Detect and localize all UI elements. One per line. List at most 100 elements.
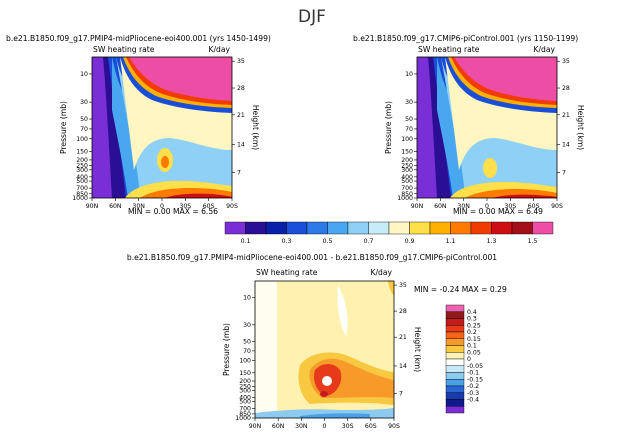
x-tick-label: 60S (365, 423, 377, 430)
colorbar-label: 0.15 (467, 336, 481, 343)
colorbar-swatch (445, 331, 465, 339)
panel-1-axes: 90N 60N 30N 0 30S 60S 90S103050701001502002503… (59, 58, 260, 210)
panel-3-dark-red-core (320, 391, 328, 397)
panel-2-axes: 90N 60N 30N 0 30S 60S 90S103050701001502002503… (384, 58, 585, 210)
x-tick-label: 60N (272, 423, 285, 430)
y-tick-label: 50 (243, 338, 251, 345)
y-axis-title: Pressure (mb) (59, 101, 68, 154)
colorbar-swatch (445, 392, 465, 400)
colorbar-swatch (409, 221, 431, 235)
panel-1-stats: MIN = 0.00 MAX = 6.56 (128, 207, 218, 216)
colorbar-label: -0.05 (467, 363, 483, 370)
panel-1-contour-field (92, 57, 232, 198)
colorbar-swatch (445, 385, 465, 393)
y-tick-label: 10 (243, 294, 251, 301)
y-tick-label: 100 (401, 136, 413, 143)
x-tick-label: 30S (179, 203, 191, 210)
panel-2-tropical-maximum (483, 158, 497, 178)
x-tick-label: 30S (342, 423, 354, 430)
colorbar-swatch (445, 304, 465, 312)
panel-1-surface-red (165, 193, 232, 198)
colorbar-label: 0.3 (282, 238, 292, 245)
x-tick-label: 0 (160, 203, 164, 210)
panel-3-title: b.e21.B1850.f09_g17.PMIP4-midPliocene-eo… (127, 253, 497, 262)
y-tick-label: 100 (76, 136, 88, 143)
panel-3-stats: MIN = -0.24 MAX = 0.29 (414, 285, 507, 294)
panel-2-band-pink (454, 57, 557, 101)
x-tick-label: 90S (551, 203, 563, 210)
colorbar-swatch (532, 221, 554, 235)
x-tick-label: 90N (86, 203, 99, 210)
panel-2-left-label: SW heating rate (418, 45, 480, 54)
colorbar-swatch (388, 221, 410, 235)
panel-3: b.e21.B1850.f09_g17.PMIP4-midPliocene-eo… (127, 253, 507, 430)
y2-tick-label: 21 (237, 112, 245, 119)
y-tick-label: 400 (401, 174, 413, 181)
y-tick-label: 10 (80, 71, 88, 78)
x-tick-label: 30S (504, 203, 516, 210)
x-tick-label: 90S (226, 203, 238, 210)
colorbar-label: -0.1 (467, 370, 479, 377)
figure-title: DJF (298, 7, 326, 27)
colorbar-label: 0 (467, 356, 471, 363)
panel-1-right-label: K/day (208, 45, 230, 54)
panel-2-surface-red (492, 194, 557, 198)
panel-1-left-label: SW heating rate (93, 45, 155, 54)
y-tick-label: 300 (401, 167, 413, 174)
y-tick-label: 10 (405, 71, 413, 78)
colorbar-label: 0.25 (467, 322, 481, 329)
colorbar-swatch (327, 221, 349, 235)
colorbar-swatch (445, 379, 465, 387)
colorbar-label: 0.9 (405, 238, 415, 245)
colorbar-swatch (224, 221, 246, 235)
y-tick-label: 1000 (397, 195, 413, 202)
y-tick-label: 100 (239, 357, 251, 364)
y-tick-label: 400 (239, 394, 251, 401)
y2-axis-title: Height (km) (251, 105, 260, 150)
panel-1-band-pink (129, 57, 232, 101)
colorbar-swatch (470, 221, 492, 235)
panel-2-stats: MIN = 0.00 MAX = 6.49 (453, 207, 543, 216)
y-tick-label: 70 (243, 348, 251, 355)
colorbar-label: 0.1 (241, 238, 251, 245)
x-tick-label: 60S (203, 203, 215, 210)
colorbar-label: 1.1 (446, 238, 456, 245)
colorbar-swatch (511, 221, 533, 235)
x-tick-label: 90S (388, 423, 400, 430)
x-tick-label: 0 (323, 423, 327, 430)
y2-tick-label: 35 (399, 282, 407, 289)
panel-2-right-label: K/day (533, 45, 555, 54)
panel-3-white-hole (322, 376, 332, 386)
panel-3-top-right-patch (388, 281, 394, 296)
colorbar-swatch (286, 221, 308, 235)
colorbar-label: 0.2 (467, 329, 477, 336)
y2-axis-title: Height (km) (413, 327, 422, 372)
y2-tick-label: 28 (399, 308, 407, 315)
colorbar-label: -0.4 (467, 397, 479, 404)
y2-tick-label: 7 (399, 390, 403, 397)
y-tick-label: 250 (239, 383, 251, 390)
colorbar-swatch (429, 221, 451, 235)
y-tick-label: 50 (405, 116, 413, 123)
y-tick-label: 850 (76, 191, 88, 198)
colorbar-swatch (306, 221, 328, 235)
colorbar-swatch (445, 372, 465, 380)
panel-3-axes: 90N 60N 30N 0 30S 60S 90S103050701001502002503… (222, 282, 422, 430)
colorbar-swatch (445, 365, 465, 373)
colorbar-swatch (445, 318, 465, 326)
y-tick-label: 200 (76, 157, 88, 164)
x-tick-label: 30N (132, 203, 145, 210)
colorbar-label: 0.4 (467, 309, 477, 316)
colorbar-label: -0.3 (467, 390, 479, 397)
y-tick-label: 30 (405, 99, 413, 106)
colorbar-swatch (245, 221, 267, 235)
colorbar-absolute: 0.1 0.3 0.5 0.7 0.9 1.1 1.3 1.5 (224, 221, 554, 245)
colorbar-difference: 0.40.30.250.20.150.10.050-0.05-0.1-0.15-… (445, 304, 483, 414)
colorbar-swatch (445, 358, 465, 366)
x-tick-label: 30N (295, 423, 308, 430)
y2-axis-title: Height (km) (576, 105, 585, 150)
y-tick-label: 500 (76, 178, 88, 185)
y2-tick-label: 14 (399, 363, 407, 370)
y2-tick-label: 35 (237, 58, 245, 65)
